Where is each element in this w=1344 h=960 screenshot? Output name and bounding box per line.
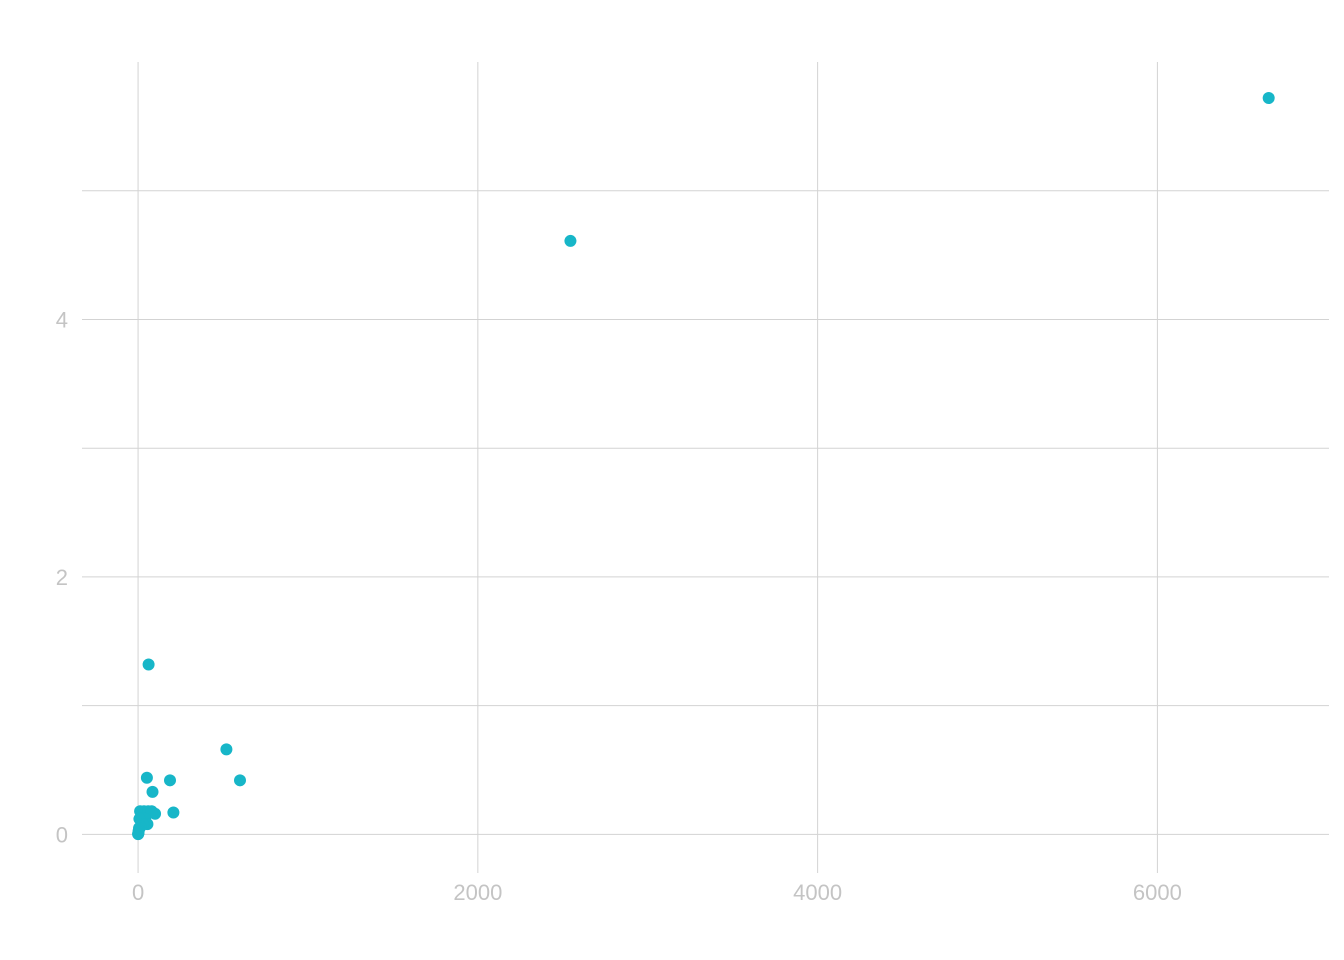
x-tick-label: 6000 bbox=[1133, 880, 1182, 905]
x-tick-label: 2000 bbox=[453, 880, 502, 905]
data-point bbox=[167, 806, 180, 819]
y-tick-label: 4 bbox=[56, 307, 68, 332]
y-tick-label: 2 bbox=[56, 565, 68, 590]
y-axis-tick-labels: 0 2 4 bbox=[56, 307, 68, 847]
data-point bbox=[233, 774, 246, 787]
data-point bbox=[564, 234, 577, 247]
data-point bbox=[220, 743, 233, 756]
data-point bbox=[142, 658, 155, 671]
data-point bbox=[140, 771, 153, 784]
x-tick-label: 0 bbox=[132, 880, 144, 905]
data-point bbox=[1262, 92, 1275, 105]
data-point bbox=[132, 828, 145, 841]
x-tick-label: 4000 bbox=[793, 880, 842, 905]
data-points bbox=[132, 92, 1275, 841]
y-tick-label: 0 bbox=[56, 822, 68, 847]
data-point bbox=[164, 774, 177, 787]
data-point bbox=[146, 785, 159, 798]
x-axis-tick-labels: 0 2000 4000 6000 bbox=[132, 880, 1182, 905]
grid-layer bbox=[82, 62, 1329, 873]
